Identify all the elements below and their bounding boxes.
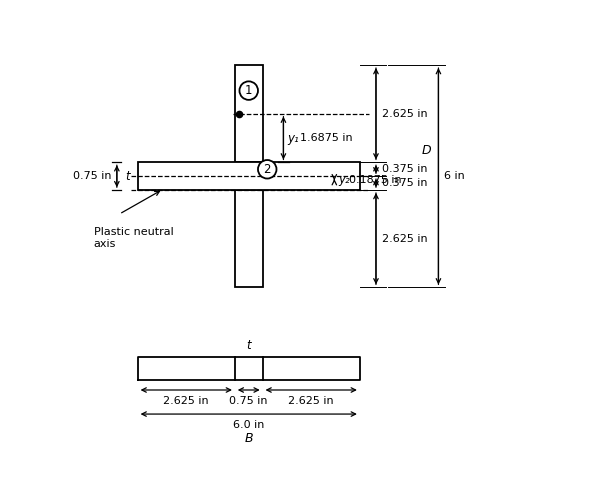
Text: 2.625 in: 2.625 in bbox=[382, 109, 427, 119]
Text: 0.75 in: 0.75 in bbox=[73, 171, 112, 181]
Bar bbox=[235, 190, 263, 287]
Text: t: t bbox=[125, 170, 130, 183]
Text: t: t bbox=[247, 339, 251, 352]
Circle shape bbox=[240, 81, 258, 100]
Bar bbox=[235, 65, 263, 162]
Text: 2.625 in: 2.625 in bbox=[382, 234, 427, 244]
Text: 6.0 in: 6.0 in bbox=[233, 420, 264, 429]
Text: 1.6875 in: 1.6875 in bbox=[300, 133, 352, 143]
Text: 0.75 in: 0.75 in bbox=[230, 396, 268, 406]
Text: 6 in: 6 in bbox=[444, 171, 465, 181]
Circle shape bbox=[258, 160, 277, 178]
Text: Plastic neutral
axis: Plastic neutral axis bbox=[94, 227, 173, 249]
Text: 1: 1 bbox=[245, 84, 253, 97]
Text: 2: 2 bbox=[264, 163, 271, 176]
Text: 0.375 in: 0.375 in bbox=[382, 178, 427, 188]
Text: 0.1875 in: 0.1875 in bbox=[349, 174, 402, 185]
Text: 2.625 in: 2.625 in bbox=[163, 396, 209, 406]
Text: y₁: y₁ bbox=[287, 132, 299, 145]
Text: 2.625 in: 2.625 in bbox=[289, 396, 334, 406]
Text: 0.375 in: 0.375 in bbox=[382, 164, 427, 174]
Text: D: D bbox=[422, 144, 432, 157]
Text: y₂: y₂ bbox=[338, 173, 350, 186]
Bar bbox=[137, 162, 360, 190]
Text: B: B bbox=[244, 432, 253, 444]
